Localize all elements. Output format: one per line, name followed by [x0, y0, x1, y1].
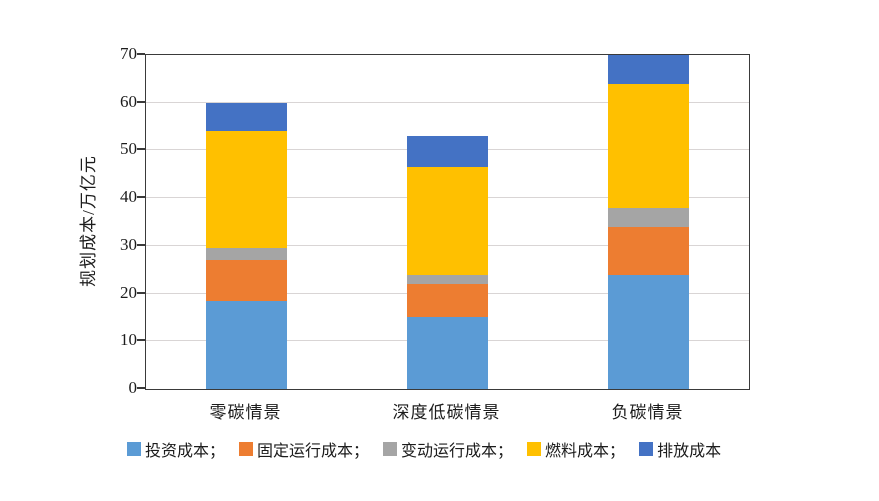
legend-swatch-emission-cost [639, 442, 654, 456]
legend-swatch-fixed-om-cost [239, 442, 254, 456]
y-axis-title: 规划成本/万亿元 [79, 155, 98, 287]
y-tick-label: 70 [120, 44, 137, 63]
y-tick-label: 10 [120, 330, 137, 350]
y-tick-mark [137, 243, 145, 246]
y-tick-mark [137, 339, 145, 342]
bar-segment-emission-cost [407, 136, 488, 168]
gridline [146, 101, 749, 103]
y-tick-label: 60 [120, 91, 137, 111]
bar-segment-fuel-cost [407, 167, 488, 275]
legend-label-fixed-om-cost: 固定运行成本； [257, 443, 370, 460]
bar-segment-fuel-cost [206, 131, 287, 249]
y-tick-label: 30 [120, 234, 137, 254]
bar-segment-investment-cost [608, 274, 689, 389]
bar-segment-investment-cost [407, 317, 488, 389]
legend-label-emission-cost: 排放成本 [657, 443, 722, 460]
bar-segment-fuel-cost [608, 83, 689, 208]
legend-swatch-investment-cost [127, 442, 141, 456]
y-tick-mark [137, 387, 145, 389]
legend-label-variable-om-cost: 变动运行成本； [401, 443, 514, 460]
legend-label-investment-cost: 投资成本； [145, 443, 226, 460]
y-tick-mark [137, 196, 145, 199]
x-category-label-deep-low-carbon-scenario: 深度低碳情景 [392, 403, 501, 422]
legend-swatch-fuel-cost [527, 442, 542, 456]
legend-item-fixed-om-cost: 固定运行成本； [239, 437, 369, 461]
bar-segment-fixed-om-cost [206, 260, 287, 301]
bar-segment-variable-om-cost [407, 274, 488, 285]
legend-item-emission-cost: 排放成本 [639, 437, 721, 461]
plot-area [145, 54, 750, 390]
bar-deep-low-carbon-scenario [407, 55, 488, 389]
y-tick-mark [137, 100, 145, 103]
legend-label-fuel-cost: 燃料成本； [545, 443, 626, 460]
y-tick-mark [137, 148, 145, 151]
bar-segment-emission-cost [608, 55, 689, 84]
bar-segment-emission-cost [206, 102, 287, 132]
bar-segment-variable-om-cost [608, 207, 689, 227]
x-category-label-zero-carbon-scenario: 零碳情景 [209, 403, 282, 422]
y-tick-mark [137, 53, 145, 55]
legend-item-variable-om-cost: 变动运行成本； [383, 437, 513, 461]
y-tick-label: 0 [128, 378, 138, 397]
bar-segment-investment-cost [206, 300, 287, 389]
legend: 投资成本； 固定运行成本； 变动运行成本； 燃料成本； 排放成本 [127, 438, 721, 460]
bar-zero-carbon-scenario [206, 55, 287, 389]
y-tick-label: 40 [120, 187, 137, 207]
legend-item-fuel-cost: 燃料成本； [527, 437, 625, 461]
bar-segment-fixed-om-cost [407, 284, 488, 318]
bar-segment-variable-om-cost [206, 248, 287, 261]
y-tick-label: 20 [120, 282, 137, 302]
legend-item-investment-cost: 投资成本； [127, 437, 225, 461]
legend-swatch-variable-om-cost [383, 442, 398, 456]
bar-segment-fixed-om-cost [608, 226, 689, 275]
y-tick-mark [137, 291, 145, 294]
x-category-label-negative-carbon-scenario: 负碳情景 [611, 403, 684, 422]
bar-negative-carbon-scenario [608, 55, 689, 389]
y-tick-label: 50 [120, 139, 137, 159]
